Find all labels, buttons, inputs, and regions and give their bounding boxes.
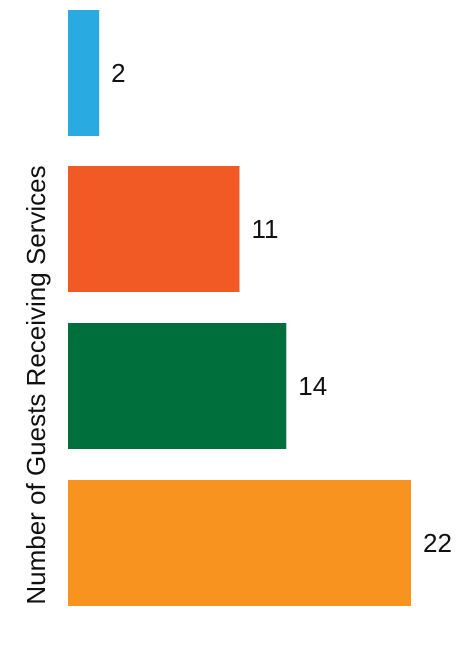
bar-1 bbox=[68, 166, 240, 292]
bar-0 bbox=[68, 10, 100, 136]
value-label-1: 11 bbox=[252, 214, 279, 244]
y-axis-label: Number of Guests Receiving Services bbox=[21, 165, 51, 604]
value-label-3: 22 bbox=[423, 528, 452, 558]
value-labels-group: 2 11 14 22 bbox=[111, 58, 452, 558]
bars-group bbox=[68, 10, 411, 606]
bar-2 bbox=[68, 323, 287, 449]
bar-3 bbox=[68, 480, 411, 606]
value-label-0: 2 bbox=[111, 58, 125, 88]
value-label-2: 14 bbox=[298, 371, 327, 401]
